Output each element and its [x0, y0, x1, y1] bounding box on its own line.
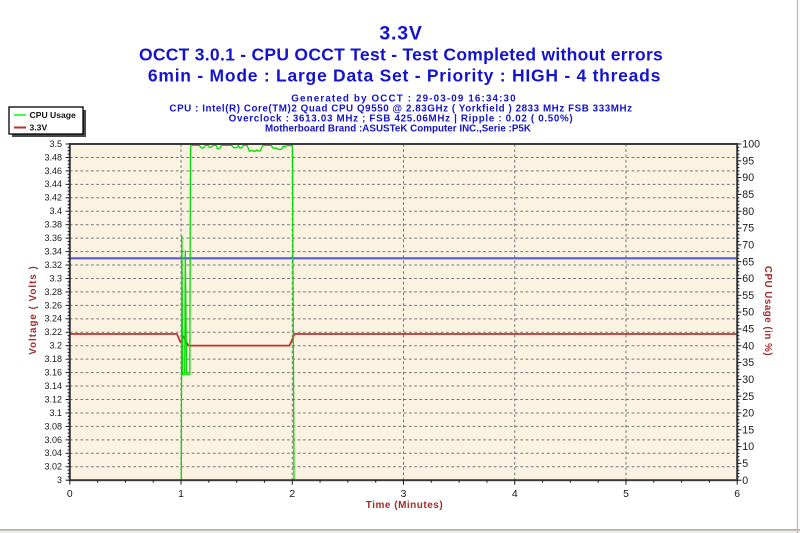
svg-text:85: 85 [742, 189, 754, 201]
svg-text:3.22: 3.22 [44, 327, 62, 337]
svg-text:3.02: 3.02 [44, 462, 62, 472]
svg-text:1: 1 [178, 489, 184, 500]
svg-text:0: 0 [742, 475, 748, 487]
svg-text:Motherboard Brand :ASUSTeK Com: Motherboard Brand :ASUSTeK Computer INC.… [265, 124, 531, 135]
svg-text:10: 10 [742, 441, 754, 453]
svg-text:80: 80 [742, 206, 754, 218]
svg-text:OCCT 3.0.1 - CPU OCCT Test - T: OCCT 3.0.1 - CPU OCCT Test - Test Comple… [139, 45, 663, 65]
svg-text:3.08: 3.08 [44, 421, 62, 431]
svg-text:3.4: 3.4 [49, 206, 62, 216]
svg-text:4: 4 [512, 489, 518, 500]
svg-text:3.12: 3.12 [44, 394, 62, 404]
svg-text:Voltage ( Volts ): Voltage ( Volts ) [28, 265, 39, 355]
svg-text:20: 20 [742, 408, 754, 420]
svg-text:3.26: 3.26 [44, 300, 62, 310]
svg-text:3.38: 3.38 [44, 220, 62, 230]
svg-text:3: 3 [401, 489, 407, 500]
svg-text:6min - Mode : Large Data Set -: 6min - Mode : Large Data Set - Priority … [148, 66, 661, 86]
svg-text:3.04: 3.04 [44, 448, 62, 458]
svg-text:3.1: 3.1 [49, 408, 62, 418]
svg-text:3.42: 3.42 [44, 193, 62, 203]
svg-text:3.46: 3.46 [44, 166, 62, 176]
svg-text:Time (Minutes): Time (Minutes) [366, 500, 443, 511]
svg-text:3.5: 3.5 [49, 139, 62, 149]
svg-text:100: 100 [742, 139, 760, 151]
svg-text:3.36: 3.36 [44, 233, 62, 243]
svg-text:3.06: 3.06 [44, 435, 62, 445]
svg-text:95: 95 [742, 155, 754, 167]
svg-text:3.3V: 3.3V [379, 23, 422, 45]
svg-text:3.3: 3.3 [49, 273, 62, 283]
svg-text:3.48: 3.48 [44, 152, 62, 162]
svg-text:2: 2 [289, 489, 295, 500]
svg-text:50: 50 [742, 307, 754, 319]
svg-text:70: 70 [742, 239, 754, 251]
svg-text:3.16: 3.16 [44, 368, 62, 378]
svg-text:3.3V: 3.3V [30, 123, 48, 133]
svg-text:5: 5 [623, 489, 629, 500]
svg-text:90: 90 [742, 172, 754, 184]
svg-text:3.32: 3.32 [44, 260, 62, 270]
svg-text:30: 30 [742, 374, 754, 386]
svg-text:0: 0 [67, 489, 73, 500]
svg-text:Overclock : 3613.03 MHz ; FSB: Overclock : 3613.03 MHz ; FSB 425.06MHz … [229, 114, 574, 125]
svg-text:35: 35 [742, 357, 754, 369]
svg-text:CPU : Intel(R) Core(TM)2 Quad: CPU : Intel(R) Core(TM)2 Quad CPU Q9550 … [169, 103, 632, 114]
svg-text:Generated by OCCT : 29-03-09 1: Generated by OCCT : 29-03-09 16:34:30 [291, 94, 517, 105]
svg-text:45: 45 [742, 324, 754, 336]
svg-text:CPU Usage: CPU Usage [30, 110, 77, 120]
svg-text:3.44: 3.44 [44, 179, 62, 189]
svg-text:6: 6 [734, 489, 740, 500]
svg-text:3.24: 3.24 [44, 314, 62, 324]
svg-text:5: 5 [742, 458, 748, 470]
svg-text:60: 60 [742, 273, 754, 285]
svg-text:3.2: 3.2 [49, 341, 62, 351]
svg-text:3.18: 3.18 [44, 354, 62, 364]
svg-text:3.34: 3.34 [44, 246, 62, 256]
svg-text:3.28: 3.28 [44, 287, 62, 297]
svg-text:3: 3 [57, 475, 62, 485]
svg-text:15: 15 [742, 424, 754, 436]
svg-text:25: 25 [742, 391, 754, 403]
svg-text:55: 55 [742, 290, 754, 302]
svg-text:75: 75 [742, 223, 754, 235]
svg-text:65: 65 [742, 256, 754, 268]
svg-text:40: 40 [742, 340, 754, 352]
svg-text:CPU Usage (in %): CPU Usage (in %) [762, 266, 773, 356]
svg-text:3.14: 3.14 [44, 381, 62, 391]
